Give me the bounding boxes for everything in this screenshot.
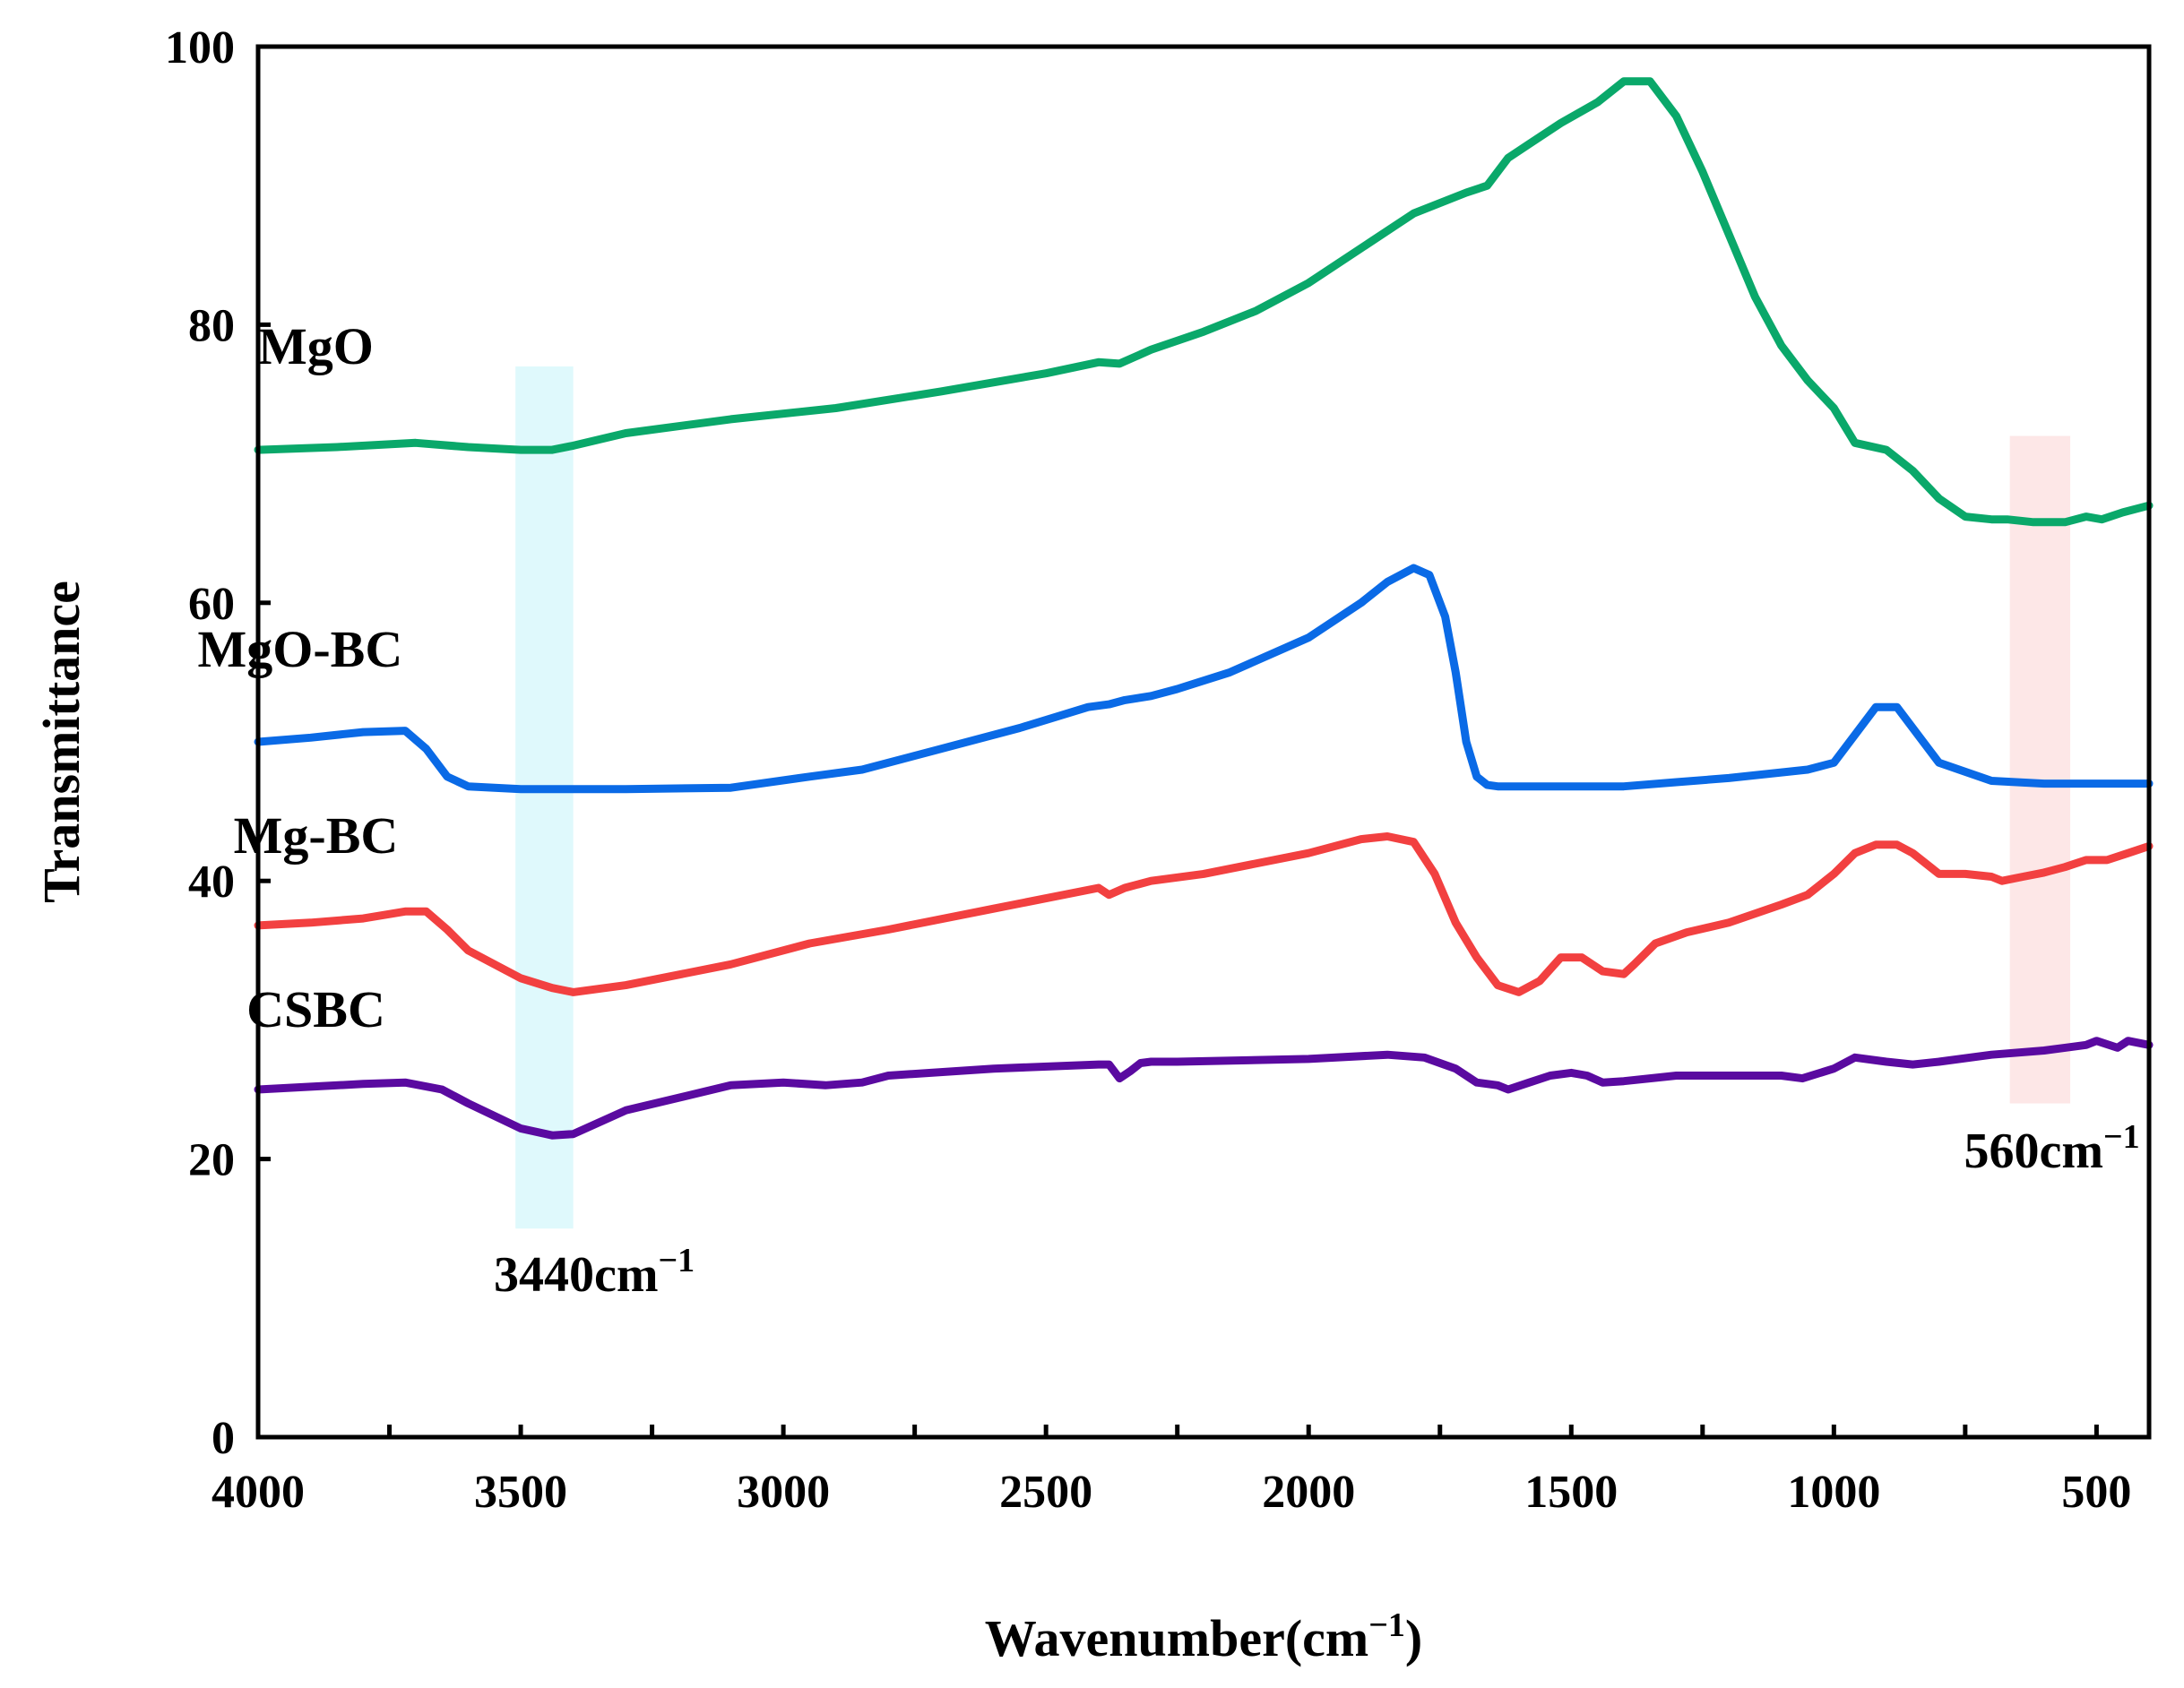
plot-frame [255,44,2152,1440]
highlight-band-0 [515,366,574,1229]
y-axis-ticks: 0 20 40 60 80 100 [165,22,271,1464]
x-tick-label: 1000 [1787,1467,1880,1518]
x-tick-label: 4000 [211,1467,305,1518]
x-tick-label: 1500 [1524,1467,1618,1518]
series-line-csbc [254,1037,2154,1140]
y-tick-label: 100 [165,22,235,73]
x-tick-label: 3500 [474,1467,567,1518]
y-tick-label: 0 [211,1413,235,1464]
x-tick-label: 2500 [999,1467,1092,1518]
band-label: 3440cm−1 [494,1242,695,1303]
series-label: MgO-BC [198,620,403,678]
band-label: 560cm−1 [1964,1118,2139,1179]
y-tick-label: 40 [188,857,235,908]
x-axis-title-text: Wavenumber(cm [985,1609,1369,1667]
series-line-mgo [254,77,2154,527]
x-tick-label: 500 [2061,1467,2131,1518]
highlight-band-1 [2009,435,2071,1104]
y-tick-label: 60 [188,579,235,630]
band-labels: 3440cm−1 560cm−1 [494,1118,2140,1303]
x-axis-ticks: 4000 3500 3000 2500 2000 1500 1000 500 [211,1425,2131,1518]
y-tick-label: 20 [188,1135,235,1186]
series-line-mgo-bc [254,564,2154,794]
y-axis-title: Transmittance [32,581,91,903]
series-label: CSBC [246,980,385,1038]
series-label: Mg-BC [234,806,399,865]
highlight-bands [515,366,2071,1229]
x-axis-title-close: ) [1405,1609,1422,1667]
y-tick-label: 80 [188,300,235,351]
series-label: MgO [258,317,374,375]
series-labels: MgO MgO-BC Mg-BC CSBC [198,317,403,1038]
series-line-mg-bc [254,832,2154,996]
series-lines [254,77,2154,1140]
x-axis-title: Wavenumber(cm−1) [985,1606,1422,1667]
x-tick-label: 3000 [737,1467,830,1518]
x-tick-label: 2000 [1262,1467,1355,1518]
x-axis-title-sup: −1 [1368,1606,1405,1644]
